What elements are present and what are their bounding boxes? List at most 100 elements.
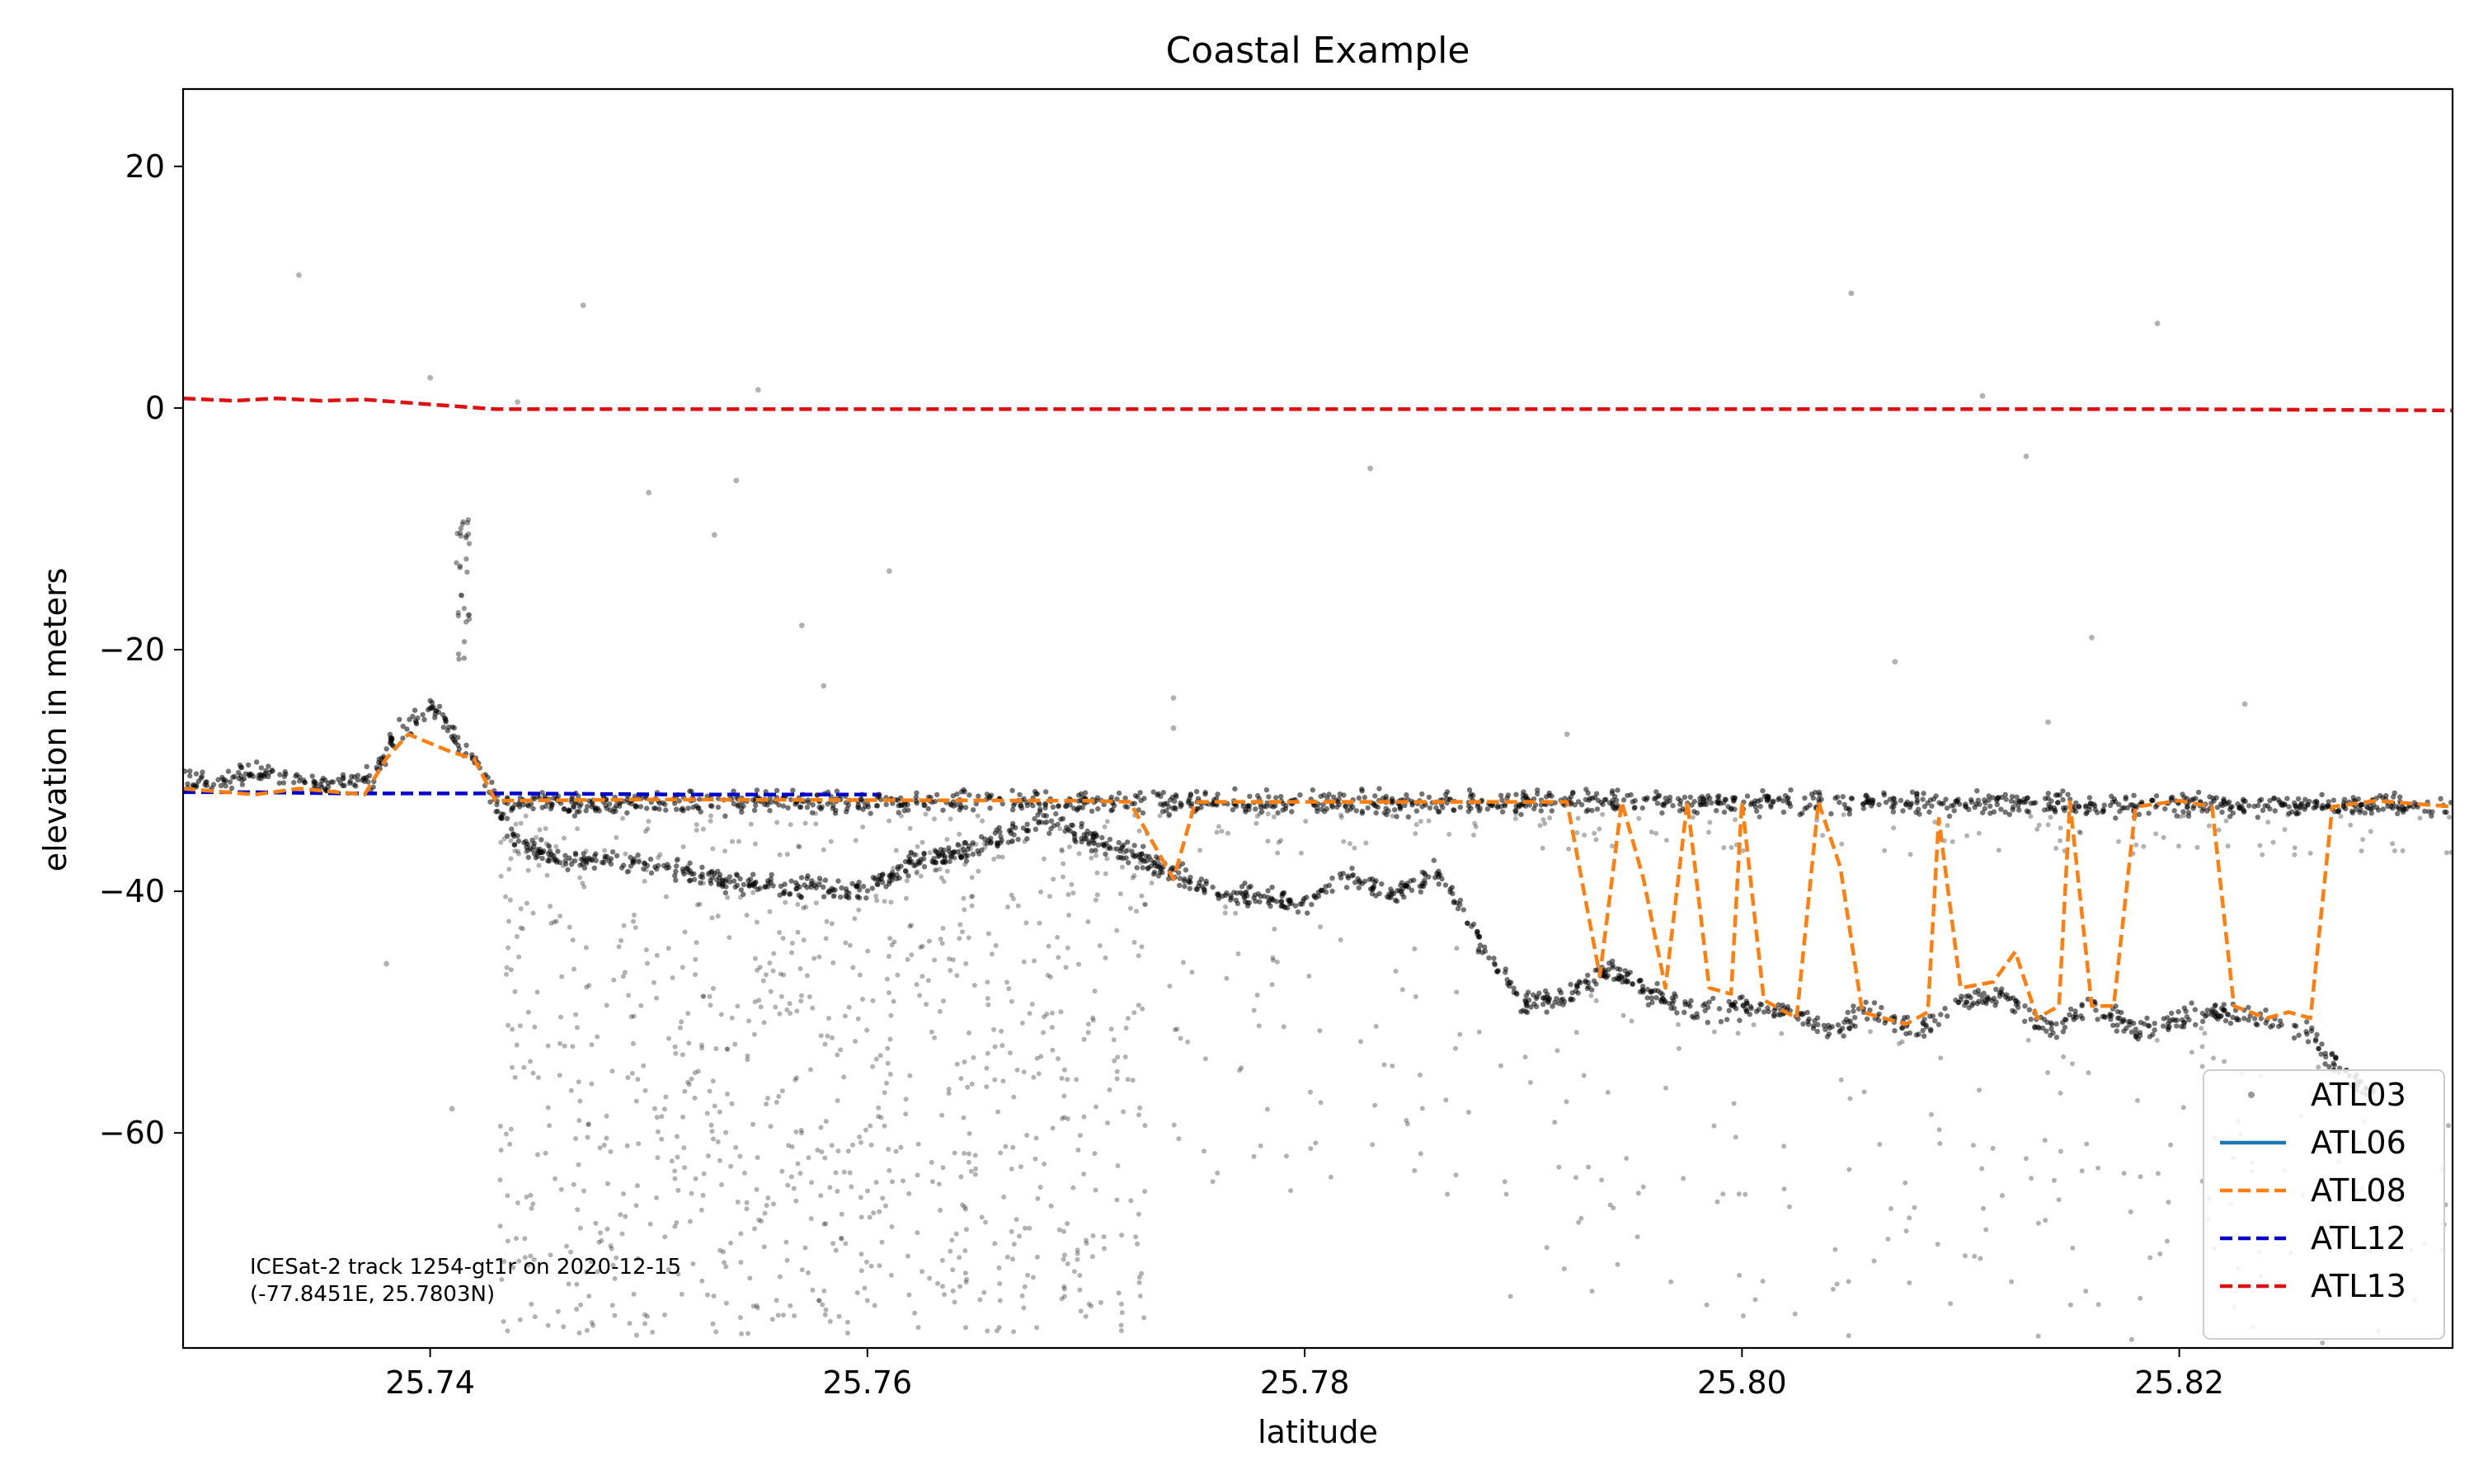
atl03-seafloor-point — [1976, 992, 1982, 998]
atl03-surface-point — [1883, 800, 1889, 805]
atl03-surface-point — [651, 805, 657, 811]
atl03-seafloor-point — [856, 880, 862, 885]
atl03-noise-point — [597, 1145, 603, 1151]
atl03-seafloor-point — [741, 881, 747, 888]
atl03-surface-point — [1337, 791, 1343, 797]
atl03-seafloor-point — [988, 835, 994, 841]
atl03-surface-point — [202, 782, 208, 788]
atl03-noise-point — [907, 825, 913, 831]
atl03-surface-point — [2012, 800, 2019, 805]
atl03-noise-point — [2292, 845, 2298, 851]
atl03-seafloor-point — [1418, 889, 1424, 895]
atl03-noise-point — [963, 1325, 968, 1331]
atl03-surface-point — [397, 716, 402, 722]
atl03-seafloor-point — [644, 862, 651, 869]
atl03-seafloor-point — [1032, 826, 1039, 832]
atl03-surface-point — [1494, 805, 1501, 810]
atl03-noise-point — [624, 1143, 630, 1148]
atl08-line — [183, 732, 2453, 1026]
atl03-surface-point — [404, 726, 410, 732]
atl03-noise-point — [1640, 1184, 1646, 1190]
atl03-noise-point — [516, 954, 522, 960]
atl03-noise-point — [1094, 852, 1098, 858]
atl03-seafloor-point — [2251, 1016, 2258, 1021]
atl03-noise-point — [1465, 1110, 1471, 1115]
atl03-seafloor-point — [1744, 1001, 1750, 1007]
atl03-surface-point — [1365, 805, 1371, 811]
atl03-noise-point — [867, 1214, 872, 1220]
atl03-surface-point — [1944, 805, 1950, 811]
atl03-noise-point — [981, 1289, 987, 1295]
atl03-surface-point — [451, 725, 458, 731]
atl03-seafloor-point — [2230, 1014, 2236, 1021]
atl03-noise-point — [1274, 959, 1280, 965]
atl03-noise-point — [2116, 838, 2121, 844]
atl03-seafloor-point — [722, 890, 728, 896]
atl03-seafloor-point — [1981, 990, 1987, 997]
atl03-noise-point — [1265, 811, 1271, 817]
atl03-seafloor-point — [691, 871, 697, 877]
atl03-noise-point — [1059, 1296, 1065, 1302]
atl03-noise-point — [1056, 955, 1061, 960]
atl03-noise-point — [1037, 920, 1042, 926]
atl03-noise-point — [929, 1029, 934, 1035]
atl03-outlier-point — [296, 272, 302, 279]
atl03-seafloor-point — [1079, 835, 1084, 842]
atl03-noise-point — [1885, 1236, 1891, 1242]
atl03-noise-point — [1564, 1099, 1569, 1105]
atl03-surface-point — [548, 805, 554, 812]
atl03-seafloor-point — [1340, 871, 1346, 876]
atl03-surface-point — [1754, 808, 1760, 814]
atl03-surface-point — [1155, 791, 1161, 796]
atl03-seafloor-point — [1431, 857, 1437, 863]
atl03-noise-point — [863, 1127, 868, 1133]
atl03-seafloor-point — [1246, 885, 1252, 890]
atl03-seafloor-point — [1743, 1006, 1748, 1012]
atl03-noise-point — [997, 1281, 1003, 1286]
atl03-seafloor-point — [2169, 1010, 2175, 1017]
atl03-noise-point — [1010, 896, 1016, 902]
atl03-seafloor-point — [1526, 997, 1532, 1003]
atl03-noise-point — [1066, 913, 1072, 918]
atl03-noise-point — [2161, 834, 2166, 840]
atl03-spike-point — [464, 519, 471, 526]
atl03-seafloor-point — [1523, 1008, 1529, 1015]
atl03-seafloor-point — [1288, 900, 1295, 907]
atl03-surface-point — [624, 810, 630, 816]
atl03-seafloor-point — [1292, 903, 1299, 909]
atl03-seafloor-point — [2204, 1012, 2210, 1018]
atl03-noise-point — [637, 857, 642, 863]
atl03-outlier-point — [733, 477, 740, 484]
atl03-spike-point — [465, 531, 472, 537]
atl03-noise-point — [663, 894, 669, 899]
atl03-noise-point — [1041, 856, 1047, 862]
atl03-surface-point — [2065, 791, 2071, 797]
atl03-noise-point — [501, 836, 507, 842]
atl03-noise-point — [577, 857, 583, 862]
atl03-noise-point — [616, 944, 622, 950]
atl03-noise-point — [642, 878, 647, 884]
atl03-surface-point — [1755, 798, 1761, 804]
atl03-noise-point — [1404, 1118, 1409, 1123]
atl03-noise-point — [623, 851, 628, 857]
atl03-noise-point — [1136, 1280, 1142, 1285]
atl03-seafloor-point — [921, 864, 928, 870]
atl03-noise-point — [1929, 1111, 1934, 1117]
atl03-noise-point — [1137, 860, 1143, 866]
atl03-noise-point — [1122, 1054, 1128, 1059]
atl03-noise-point — [1025, 1272, 1031, 1278]
atl03-seafloor-point — [709, 875, 715, 881]
atl03-noise-point — [573, 1136, 579, 1141]
atl03-noise-point — [738, 1231, 744, 1237]
atl03-noise-point — [920, 943, 925, 949]
atl03-noise-point — [730, 838, 735, 844]
atl03-noise-point — [946, 1087, 952, 1092]
atl03-surface-point — [1513, 791, 1519, 797]
atl03-noise-point — [578, 1302, 584, 1308]
atl03-surface-point — [1771, 799, 1776, 805]
atl03-noise-point — [907, 1073, 913, 1078]
atl03-noise-point — [934, 867, 939, 873]
atl03-noise-point — [645, 960, 650, 966]
legend-atl03-marker — [2248, 1092, 2255, 1098]
atl03-surface-point — [2368, 810, 2374, 816]
